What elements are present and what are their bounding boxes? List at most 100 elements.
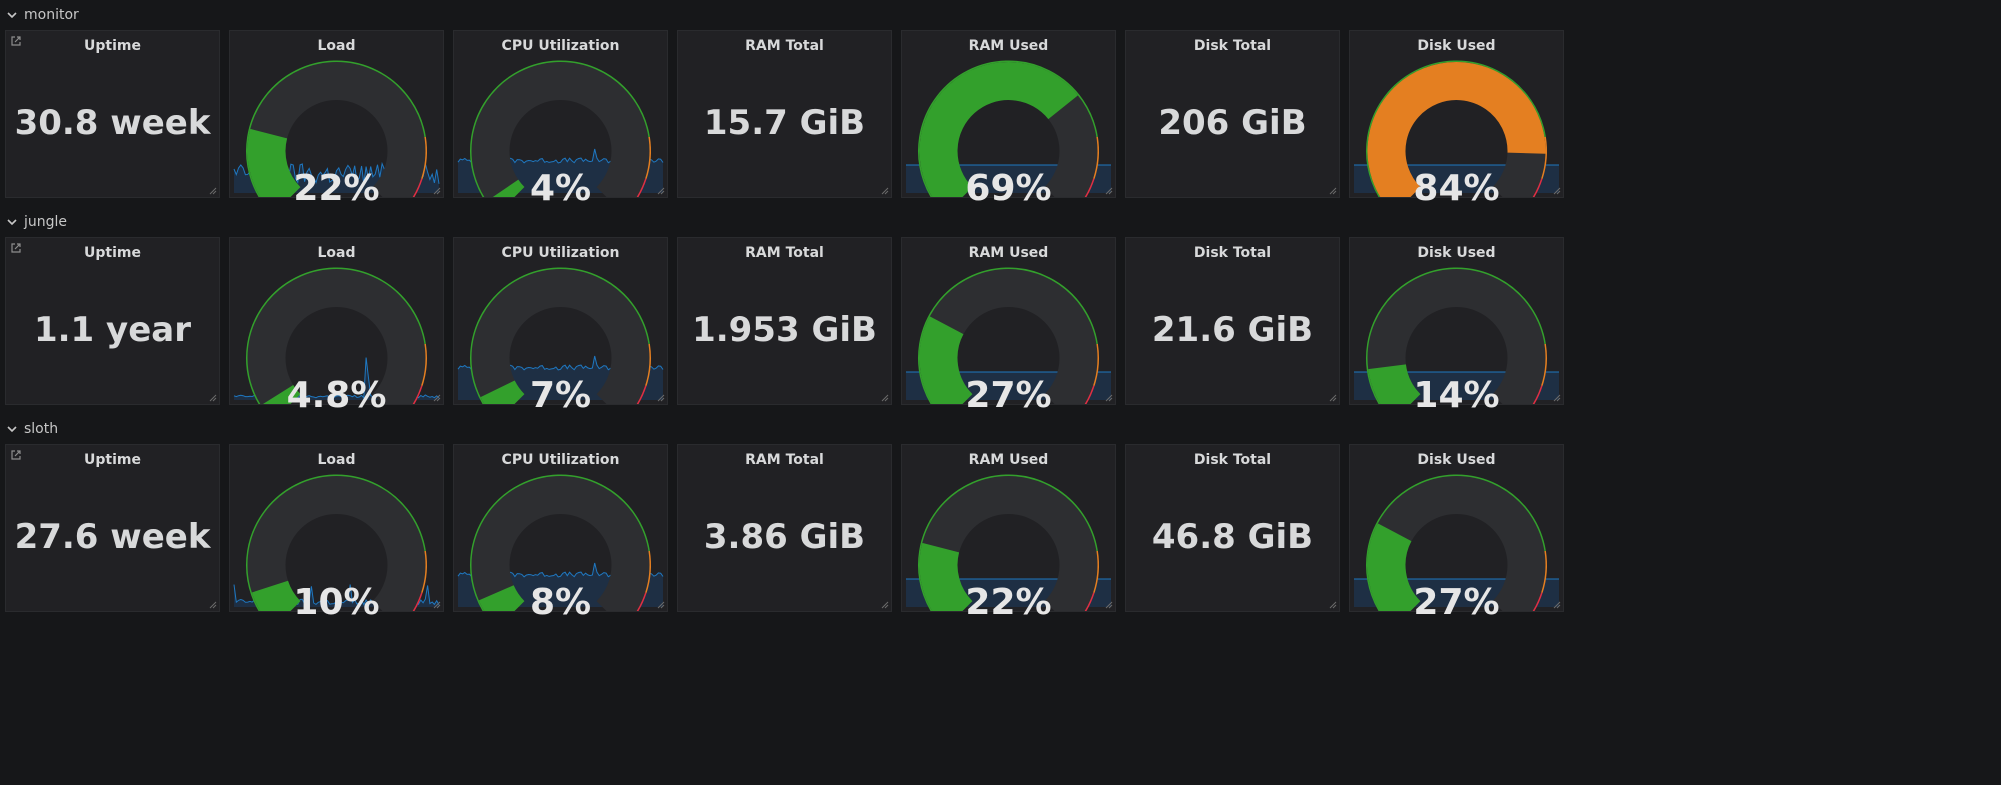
gauge-value-fill xyxy=(1368,363,1422,404)
panel-title[interactable]: RAM Total xyxy=(745,38,824,54)
resize-handle-icon[interactable] xyxy=(1329,394,1337,402)
panel-sloth-disk-total[interactable]: Disk Total 46.8 GiB xyxy=(1125,444,1340,612)
gauge-value-fill xyxy=(247,128,302,197)
resize-handle-icon[interactable] xyxy=(1105,394,1113,402)
resize-handle-icon[interactable] xyxy=(1553,394,1561,402)
panel-jungle-uptime[interactable]: Uptime 1.1 year xyxy=(5,237,220,405)
gauge-value: 4.8% xyxy=(286,375,387,416)
gauge-chart xyxy=(1354,60,1559,197)
resize-handle-icon[interactable] xyxy=(1329,601,1337,609)
panel-title[interactable]: Uptime xyxy=(84,38,141,54)
external-link-icon[interactable] xyxy=(10,242,22,254)
gauge-chart xyxy=(233,474,440,611)
external-link-icon[interactable] xyxy=(10,35,22,47)
stat-value: 1.953 GiB xyxy=(692,310,877,350)
resize-handle-icon[interactable] xyxy=(433,394,441,402)
panel-title[interactable]: CPU Utilization xyxy=(501,245,620,261)
panel-jungle-load[interactable]: Load 4.8% xyxy=(229,237,444,414)
panel-sloth-ram-used[interactable]: RAM Used 22% xyxy=(901,444,1116,621)
panel-title[interactable]: Disk Total xyxy=(1193,245,1272,261)
panel-title[interactable]: Disk Used xyxy=(1417,245,1496,261)
stat-value: 206 GiB xyxy=(1158,103,1307,143)
gauge-value: 69% xyxy=(965,168,1052,209)
panel-title[interactable]: Uptime xyxy=(84,245,141,261)
panel-title[interactable]: RAM Used xyxy=(968,38,1049,54)
panel-title[interactable]: Load xyxy=(317,452,356,468)
panel-sloth-cpu-utilization[interactable]: CPU Utilization 8% xyxy=(453,444,668,621)
resize-handle-icon[interactable] xyxy=(1553,187,1561,195)
gauge-value-fill xyxy=(480,379,525,404)
panel-title[interactable]: RAM Total xyxy=(745,452,824,468)
panel-title[interactable]: Load xyxy=(317,245,356,261)
panel-sloth-disk-used[interactable]: Disk Used 27% xyxy=(1349,444,1564,621)
gauge-value-fill xyxy=(1367,523,1422,611)
resize-handle-icon[interactable] xyxy=(881,187,889,195)
panel-title[interactable]: Disk Used xyxy=(1417,38,1496,54)
gauge-value: 7% xyxy=(529,375,592,416)
panel-sloth-load[interactable]: Load 10% xyxy=(229,444,444,621)
resize-handle-icon[interactable] xyxy=(881,394,889,402)
panel-jungle-ram-used[interactable]: RAM Used 27% xyxy=(901,237,1116,414)
panel-monitor-disk-total[interactable]: Disk Total 206 GiB xyxy=(1125,30,1340,198)
panel-title[interactable]: Disk Total xyxy=(1193,38,1272,54)
row-header-sloth[interactable]: sloth xyxy=(6,417,58,441)
panel-monitor-cpu-utilization[interactable]: CPU Utilization 4% xyxy=(453,30,668,207)
row-header-jungle[interactable]: jungle xyxy=(6,210,67,234)
panel-title[interactable]: RAM Used xyxy=(968,452,1049,468)
panel-monitor-load[interactable]: Load 22% xyxy=(229,30,444,207)
panel-jungle-disk-used[interactable]: Disk Used 14% xyxy=(1349,237,1564,414)
gauge-chart xyxy=(1354,267,1559,404)
gauge-track xyxy=(471,476,650,611)
resize-handle-icon[interactable] xyxy=(209,187,217,195)
panel-title[interactable]: Disk Used xyxy=(1417,452,1496,468)
gauge-value-fill xyxy=(492,179,525,197)
panel-title[interactable]: CPU Utilization xyxy=(501,38,620,54)
gauge-value-fill xyxy=(478,584,526,611)
panel-jungle-disk-total[interactable]: Disk Total 21.6 GiB xyxy=(1125,237,1340,405)
chevron-down-icon xyxy=(7,12,17,19)
gauge-track xyxy=(1367,269,1546,404)
gauge-chart xyxy=(906,267,1111,404)
chevron-down-icon xyxy=(7,219,17,226)
panel-title[interactable]: RAM Total xyxy=(745,245,824,261)
resize-handle-icon[interactable] xyxy=(209,394,217,402)
resize-handle-icon[interactable] xyxy=(209,601,217,609)
resize-handle-icon[interactable] xyxy=(657,187,665,195)
row-title: monitor xyxy=(24,7,79,23)
gauge-value: 22% xyxy=(293,168,380,209)
panel-title[interactable]: Load xyxy=(317,38,356,54)
gauge-chart xyxy=(906,474,1111,611)
resize-handle-icon[interactable] xyxy=(1329,187,1337,195)
resize-handle-icon[interactable] xyxy=(1553,601,1561,609)
panel-monitor-ram-used[interactable]: RAM Used 69% xyxy=(901,30,1116,207)
resize-handle-icon[interactable] xyxy=(433,187,441,195)
resize-handle-icon[interactable] xyxy=(1105,187,1113,195)
gauge-value: 8% xyxy=(529,582,592,623)
gauge-track xyxy=(247,269,426,404)
panel-sloth-ram-total[interactable]: RAM Total 3.86 GiB xyxy=(677,444,892,612)
gauge-chart xyxy=(1354,474,1559,611)
row-header-monitor[interactable]: monitor xyxy=(6,3,79,27)
panel-monitor-uptime[interactable]: Uptime 30.8 week xyxy=(5,30,220,198)
external-link-icon[interactable] xyxy=(10,449,22,461)
gauge-value-fill xyxy=(1367,62,1546,197)
gauge-value-fill xyxy=(919,316,974,404)
resize-handle-icon[interactable] xyxy=(657,394,665,402)
resize-handle-icon[interactable] xyxy=(433,601,441,609)
panel-monitor-ram-total[interactable]: RAM Total 15.7 GiB xyxy=(677,30,892,198)
panel-jungle-ram-total[interactable]: RAM Total 1.953 GiB xyxy=(677,237,892,405)
row-title: jungle xyxy=(24,214,68,230)
row-title: sloth xyxy=(24,421,59,437)
panel-jungle-cpu-utilization[interactable]: CPU Utilization 7% xyxy=(453,237,668,414)
panel-title[interactable]: Disk Total xyxy=(1193,452,1272,468)
gauge-track xyxy=(247,476,426,611)
panel-monitor-disk-used[interactable]: Disk Used 84% xyxy=(1349,30,1564,207)
resize-handle-icon[interactable] xyxy=(1105,601,1113,609)
panel-title[interactable]: Uptime xyxy=(84,452,141,468)
panel-title[interactable]: RAM Used xyxy=(968,245,1049,261)
panel-title[interactable]: CPU Utilization xyxy=(501,452,620,468)
gauge-track xyxy=(471,269,650,404)
panel-sloth-uptime[interactable]: Uptime 27.6 week xyxy=(5,444,220,612)
resize-handle-icon[interactable] xyxy=(881,601,889,609)
resize-handle-icon[interactable] xyxy=(657,601,665,609)
